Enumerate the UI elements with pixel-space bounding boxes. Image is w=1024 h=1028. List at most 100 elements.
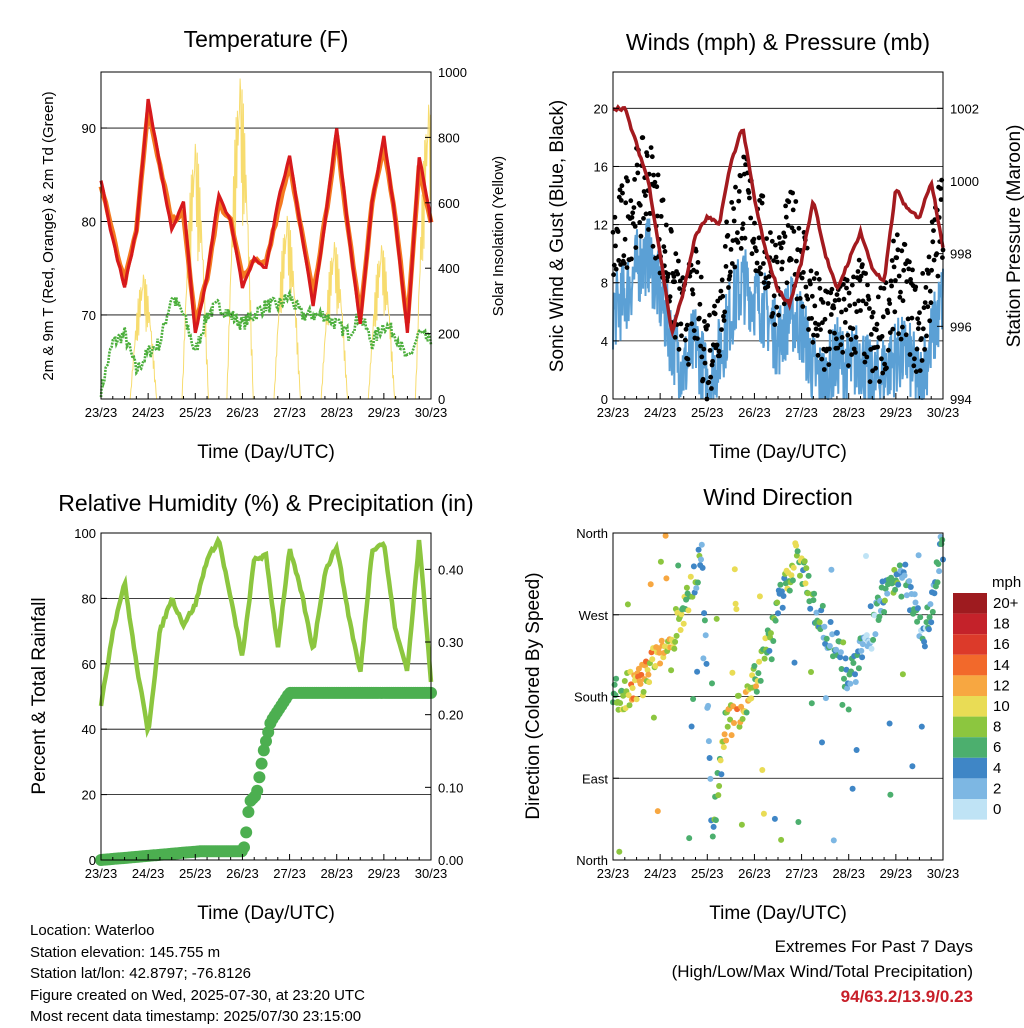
temperature-y-axis-label: 2m & 9m T (Red, Orange) & 2m Td (Green) <box>40 91 57 380</box>
direction-point <box>876 613 883 620</box>
gust-point <box>747 195 752 201</box>
gust-point <box>852 301 858 307</box>
direction-point <box>808 669 814 675</box>
gust-point <box>757 265 763 270</box>
gust-point <box>760 193 766 199</box>
legend-label: 16 <box>993 636 1010 653</box>
gust-point <box>754 260 760 266</box>
extremes-subheading: (High/Low/Max Wind/Total Precipitation) <box>671 962 973 981</box>
direction-point <box>621 678 628 684</box>
direction-point <box>837 654 844 661</box>
humidity-y2tick-label: 0.40 <box>438 562 463 577</box>
gust-point <box>676 346 682 352</box>
gust-point <box>903 332 909 338</box>
gust-point <box>776 312 781 318</box>
direction-point <box>928 619 935 626</box>
gust-point <box>808 268 814 274</box>
direction-point <box>748 695 755 702</box>
direction-point <box>686 835 693 842</box>
direction-point <box>830 653 836 660</box>
gust-point <box>667 294 673 300</box>
legend-swatch <box>953 654 987 676</box>
direction-point <box>788 572 795 579</box>
direction-point <box>771 815 778 822</box>
temperature-y2tick-label: 1000 <box>438 65 467 80</box>
gust-point <box>766 274 772 279</box>
gust-point <box>778 245 784 251</box>
gust-point <box>719 327 724 332</box>
direction-point <box>703 660 710 667</box>
gust-point <box>808 281 813 287</box>
gust-point <box>846 363 851 368</box>
gust-point <box>890 326 896 332</box>
direction-point <box>855 665 862 672</box>
gust-point <box>728 269 733 275</box>
gust-point <box>865 282 870 288</box>
gust-point <box>840 349 846 355</box>
direction-point <box>829 631 836 638</box>
humidity-xtick-label: 28/23 <box>320 866 353 881</box>
direction-point <box>795 819 802 825</box>
direction-point <box>801 558 808 565</box>
gust-point <box>702 360 708 366</box>
gust-point <box>637 220 643 225</box>
direction-point <box>649 656 656 663</box>
humidity-ytick-label: 80 <box>82 591 96 606</box>
direction-point <box>638 671 645 678</box>
direction-point <box>707 775 714 782</box>
direction-point <box>768 656 775 663</box>
gust-point <box>864 354 870 360</box>
gust-point <box>729 200 735 205</box>
gust-point <box>866 296 872 302</box>
gust-point <box>879 356 884 362</box>
direction-point <box>849 785 856 792</box>
gust-point <box>690 291 696 297</box>
gust-point <box>724 219 729 225</box>
gust-point <box>641 216 646 221</box>
gust-point <box>780 240 786 246</box>
gust-point <box>644 153 650 159</box>
gust-point <box>696 315 702 321</box>
direction-point <box>888 574 895 581</box>
gust-point <box>700 376 706 382</box>
direction-point <box>757 677 764 684</box>
gust-point <box>731 206 736 212</box>
gust-point <box>914 346 920 352</box>
precip-point <box>253 771 266 784</box>
direction-point <box>731 566 738 573</box>
gust-point <box>931 228 936 234</box>
direction-point <box>845 706 852 713</box>
gust-point <box>828 312 834 317</box>
direction-point <box>762 635 769 642</box>
gust-point <box>634 162 640 168</box>
gust-point <box>821 367 827 372</box>
gust-point <box>829 286 835 292</box>
humidity-xtick-label: 23/23 <box>85 866 118 881</box>
direction-point <box>712 817 719 824</box>
direction-point <box>715 792 722 799</box>
direction-point <box>859 654 866 661</box>
precip-point <box>260 735 272 748</box>
temperature-xtick-label: 29/23 <box>368 405 401 420</box>
gust-point <box>613 266 619 272</box>
direction-xtick-label: 23/23 <box>597 866 630 881</box>
gust-point <box>925 304 931 310</box>
gust-point <box>714 342 720 348</box>
direction-point <box>870 636 877 643</box>
temperature-y2-axis-label: Solar Insolation (Yellow) <box>490 156 507 316</box>
gust-point <box>907 352 913 357</box>
direction-point <box>881 609 888 615</box>
direction-point <box>756 593 763 600</box>
gust-point <box>919 358 925 363</box>
latest-text: Most recent data timestamp: 2025/07/30 2… <box>30 1008 362 1025</box>
gust-point <box>911 363 917 369</box>
direction-point <box>907 584 914 590</box>
gust-point <box>649 154 655 160</box>
gust-point <box>809 316 814 321</box>
legend-swatch <box>953 799 987 820</box>
direction-point <box>843 666 850 673</box>
direction-point <box>756 658 763 665</box>
direction-point <box>766 647 773 654</box>
gust-point <box>820 320 825 326</box>
direction-point <box>739 716 746 722</box>
